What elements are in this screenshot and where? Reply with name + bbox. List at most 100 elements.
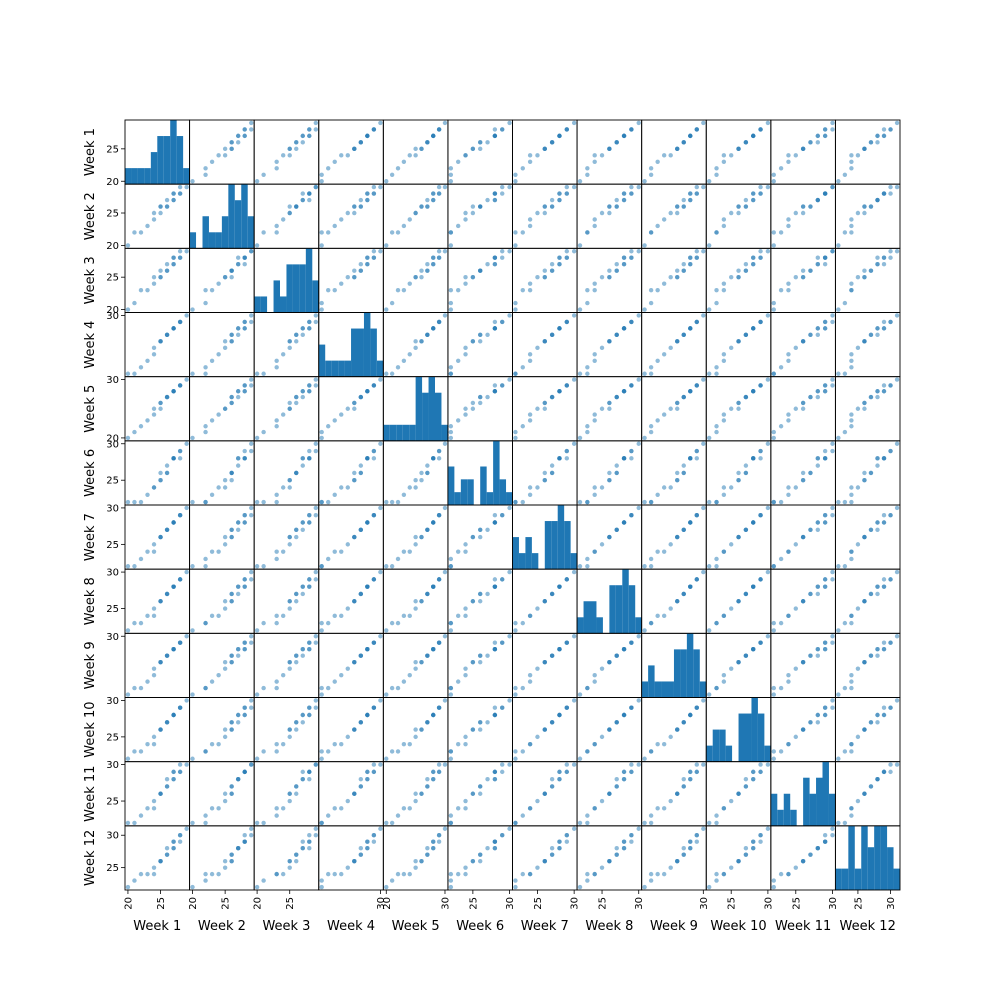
scatter-point bbox=[629, 833, 634, 838]
scatter-point bbox=[384, 628, 389, 633]
scatter-point bbox=[492, 127, 498, 132]
scatter-point bbox=[614, 262, 619, 267]
scatter-point bbox=[527, 412, 533, 417]
scatter-point bbox=[229, 268, 234, 273]
scatter-point bbox=[254, 564, 260, 569]
scatter-point bbox=[158, 268, 163, 273]
histogram-bar bbox=[654, 681, 662, 698]
scatter-point bbox=[793, 153, 798, 158]
scatter-point bbox=[736, 791, 741, 796]
scatter-point bbox=[881, 191, 887, 196]
scatter-point bbox=[881, 133, 887, 139]
scatter-point bbox=[881, 520, 887, 525]
scatter-point bbox=[280, 412, 286, 417]
scatter-point bbox=[151, 871, 157, 877]
cell-9-7 bbox=[512, 632, 578, 698]
scatter-point bbox=[132, 300, 137, 306]
scatter-point bbox=[222, 339, 228, 344]
scatter-point bbox=[849, 217, 854, 222]
scatter-point bbox=[442, 249, 448, 254]
scatter-point bbox=[326, 287, 331, 293]
scatter-point bbox=[875, 776, 880, 782]
scatter-point bbox=[300, 394, 305, 400]
scatter-point bbox=[592, 672, 597, 678]
histogram-bar bbox=[376, 360, 384, 377]
scatter-point bbox=[352, 204, 357, 209]
scatter-point bbox=[448, 878, 454, 883]
cell-8-7 bbox=[512, 568, 578, 634]
scatter-point bbox=[300, 653, 305, 658]
scatter-point bbox=[463, 806, 468, 811]
scatter-point bbox=[729, 865, 734, 870]
scatter-point bbox=[786, 613, 791, 619]
scatter-point bbox=[145, 806, 150, 811]
scatter-point bbox=[203, 813, 208, 818]
scatter-point bbox=[222, 727, 228, 732]
scatter-point bbox=[365, 197, 370, 203]
scatter-point bbox=[425, 776, 430, 782]
x-tick-label: 20 bbox=[188, 897, 199, 910]
histogram-bar bbox=[486, 492, 494, 505]
scatter-point bbox=[655, 871, 660, 877]
scatter-point bbox=[868, 720, 874, 725]
scatter-point bbox=[365, 520, 370, 525]
scatter-point bbox=[164, 197, 170, 203]
scatter-point bbox=[249, 705, 254, 710]
scatter-point bbox=[358, 852, 364, 857]
scatter-point bbox=[287, 339, 292, 344]
scatter-point bbox=[557, 255, 562, 260]
cell-10-4 bbox=[318, 697, 384, 763]
cell-12-5 bbox=[382, 825, 449, 891]
x-tick-label: 30 bbox=[440, 897, 451, 910]
scatter-point bbox=[694, 769, 699, 775]
scatter-point bbox=[648, 371, 654, 376]
scatter-point bbox=[151, 606, 157, 611]
histogram-bar bbox=[351, 328, 358, 377]
y-axis-label: Week 5 bbox=[83, 385, 98, 433]
scatter-point bbox=[629, 249, 634, 254]
scatter-point bbox=[190, 756, 195, 761]
scatter-point bbox=[815, 720, 821, 725]
scatter-point bbox=[371, 255, 377, 260]
cell-3-6 bbox=[447, 247, 513, 313]
scatter-point bbox=[352, 727, 357, 732]
scatter-point bbox=[407, 871, 412, 877]
scatter-point bbox=[455, 679, 461, 684]
histogram-bar bbox=[841, 868, 849, 890]
cell-11-11 bbox=[770, 761, 836, 827]
scatter-point bbox=[229, 394, 234, 400]
scatter-point bbox=[836, 499, 841, 505]
cell-5-5 bbox=[382, 376, 449, 442]
scatter-point bbox=[395, 620, 401, 626]
scatter-point bbox=[849, 230, 854, 235]
scatter-point bbox=[216, 485, 221, 490]
scatter-point bbox=[694, 833, 699, 838]
scatter-point bbox=[261, 429, 266, 435]
scatter-point bbox=[478, 332, 483, 338]
scatter-point bbox=[138, 871, 144, 877]
scatter-point bbox=[585, 749, 590, 754]
scatter-point bbox=[413, 858, 418, 864]
y-axis-label: Week 9 bbox=[83, 641, 98, 689]
scatter-point bbox=[294, 784, 299, 789]
scatter-point bbox=[513, 628, 518, 633]
cell-4-8 bbox=[576, 312, 643, 378]
scatter-point bbox=[401, 492, 407, 497]
scatter-point bbox=[822, 448, 828, 454]
scatter-point bbox=[401, 223, 407, 229]
scatter-point bbox=[339, 281, 344, 286]
scatter-point bbox=[836, 756, 841, 761]
scatter-point bbox=[557, 191, 562, 196]
scatter-point bbox=[607, 659, 612, 665]
scatter-point bbox=[345, 274, 350, 280]
scatter-point bbox=[542, 858, 547, 864]
histogram-bar bbox=[338, 360, 345, 377]
scatter-point bbox=[164, 470, 170, 476]
scatter-point bbox=[636, 826, 641, 831]
scatter-point bbox=[592, 153, 597, 158]
scatter-point bbox=[326, 499, 331, 505]
scatter-point bbox=[577, 243, 583, 248]
scatter-point bbox=[564, 383, 570, 388]
scatter-point bbox=[585, 300, 590, 306]
scatter-point bbox=[894, 441, 900, 446]
